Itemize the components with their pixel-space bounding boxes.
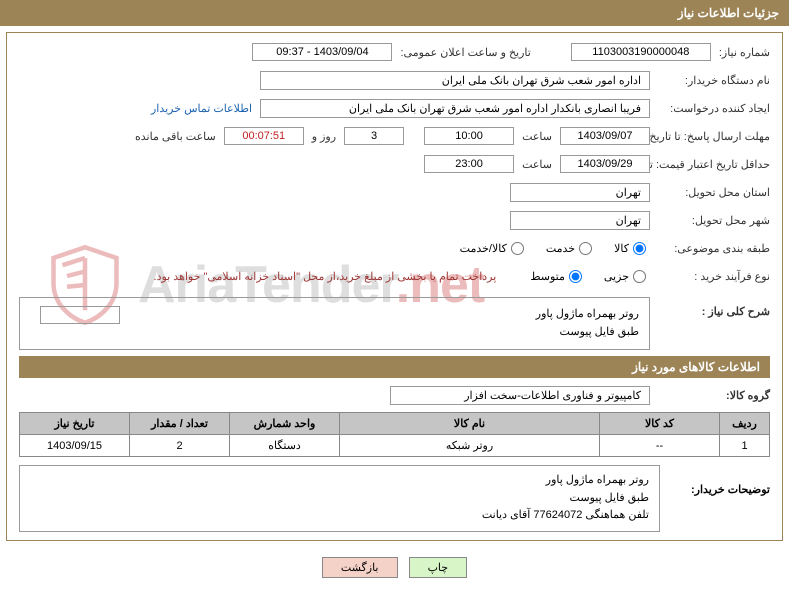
brief-line2: طبق فایل پیوست bbox=[120, 324, 639, 342]
buyer-notes-label: توضیحات خریدار: bbox=[660, 465, 770, 496]
goods-group-field: کامپیوتر و فناوری اطلاعات-سخت افزار bbox=[390, 386, 650, 405]
days-and-label: روز و bbox=[312, 130, 336, 143]
brief-mini-field bbox=[40, 306, 120, 324]
radio-service[interactable]: خدمت bbox=[546, 242, 592, 255]
print-button[interactable]: چاپ bbox=[409, 557, 468, 578]
form-panel: شماره نیاز: 1103003190000048 تاریخ و ساع… bbox=[6, 32, 783, 541]
validity-time-field: 23:00 bbox=[424, 155, 514, 173]
th-unit: واحد شمارش bbox=[230, 413, 340, 435]
radio-pt-small-input[interactable] bbox=[633, 270, 646, 283]
th-date: تاریخ نیاز bbox=[20, 413, 130, 435]
validity-label: حداقل تاریخ اعتبار قیمت: تا تاریخ: bbox=[658, 158, 770, 171]
cell-qty: 2 bbox=[130, 435, 230, 457]
need-number-field: 1103003190000048 bbox=[571, 43, 711, 61]
page-header: جزئیات اطلاعات نیاز bbox=[0, 0, 789, 26]
goods-group-label: گروه کالا: bbox=[658, 389, 770, 402]
goods-section-header: اطلاعات کالاهای مورد نیاز bbox=[19, 356, 770, 378]
cell-code: -- bbox=[600, 435, 720, 457]
radio-pt-medium[interactable]: متوسط bbox=[530, 270, 582, 283]
table-row: 1 -- روتر شبکه دستگاه 2 1403/09/15 bbox=[20, 435, 770, 457]
contact-link[interactable]: اطلاعات تماس خریدار bbox=[151, 102, 252, 115]
city-label: شهر محل تحویل: bbox=[658, 214, 770, 227]
time-label-2: ساعت bbox=[522, 158, 552, 171]
city-field: تهران bbox=[510, 211, 650, 230]
requester-field: فریبا انصاری بانکدار اداره امور شعب شرق … bbox=[260, 99, 650, 118]
radio-both[interactable]: کالا/خدمت bbox=[460, 242, 524, 255]
back-button[interactable]: بازگشت bbox=[322, 557, 398, 578]
payment-note: پرداخت تمام یا بخشی از مبلغ خرید،از محل … bbox=[154, 270, 497, 283]
th-qty: تعداد / مقدار bbox=[130, 413, 230, 435]
buyer-notes-line1: روتر بهمراه ماژول پاور bbox=[30, 472, 649, 490]
brief-line1: روتر بهمراه ماژول پاور bbox=[120, 306, 639, 324]
radio-goods-input[interactable] bbox=[633, 242, 646, 255]
province-field: تهران bbox=[510, 183, 650, 202]
buyer-notes-line2: طبق فایل پیوست bbox=[30, 490, 649, 508]
province-label: استان محل تحویل: bbox=[658, 186, 770, 199]
requester-label: ایجاد کننده درخواست: bbox=[658, 102, 770, 115]
time-label-1: ساعت bbox=[522, 130, 552, 143]
deadline-date-field: 1403/09/07 bbox=[560, 127, 650, 145]
radio-service-input[interactable] bbox=[579, 242, 592, 255]
cell-name: روتر شبکه bbox=[340, 435, 600, 457]
goods-table: ردیف کد کالا نام کالا واحد شمارش تعداد /… bbox=[19, 412, 770, 457]
deadline-label: مهلت ارسال پاسخ: تا تاریخ: bbox=[658, 130, 770, 143]
cell-date: 1403/09/15 bbox=[20, 435, 130, 457]
th-code: کد کالا bbox=[600, 413, 720, 435]
brief-box: روتر بهمراه ماژول پاور طبق فایل پیوست bbox=[19, 297, 650, 350]
category-label: طبقه بندی موضوعی: bbox=[658, 242, 770, 255]
radio-goods[interactable]: کالا bbox=[614, 242, 646, 255]
announce-label: تاریخ و ساعت اعلان عمومی: bbox=[400, 46, 530, 59]
radio-pt-small[interactable]: جزیی bbox=[604, 270, 646, 283]
buyer-notes-box: روتر بهمراه ماژول پاور طبق فایل پیوست تل… bbox=[19, 465, 660, 532]
th-row: ردیف bbox=[720, 413, 770, 435]
validity-date-field: 1403/09/29 bbox=[560, 155, 650, 173]
th-name: نام کالا bbox=[340, 413, 600, 435]
brief-label: شرح کلی نیاز : bbox=[658, 297, 770, 318]
cell-unit: دستگاه bbox=[230, 435, 340, 457]
need-number-label: شماره نیاز: bbox=[719, 46, 770, 59]
countdown-field: 00:07:51 bbox=[224, 127, 304, 145]
cell-row: 1 bbox=[720, 435, 770, 457]
remaining-label: ساعت باقی مانده bbox=[135, 130, 216, 143]
purchase-type-label: نوع فرآیند خرید : bbox=[658, 270, 770, 283]
buyer-org-label: نام دستگاه خریدار: bbox=[658, 74, 770, 87]
deadline-time-field: 10:00 bbox=[424, 127, 514, 145]
announce-field: 1403/09/04 - 09:37 bbox=[252, 43, 392, 61]
radio-pt-medium-input[interactable] bbox=[569, 270, 582, 283]
buyer-notes-line3: تلفن هماهنگی 77624072 آقای دیانت bbox=[30, 507, 649, 525]
days-count-field: 3 bbox=[344, 127, 404, 145]
radio-both-input[interactable] bbox=[511, 242, 524, 255]
buyer-org-field: اداره امور شعب شرق تهران بانک ملی ایران bbox=[260, 71, 650, 90]
